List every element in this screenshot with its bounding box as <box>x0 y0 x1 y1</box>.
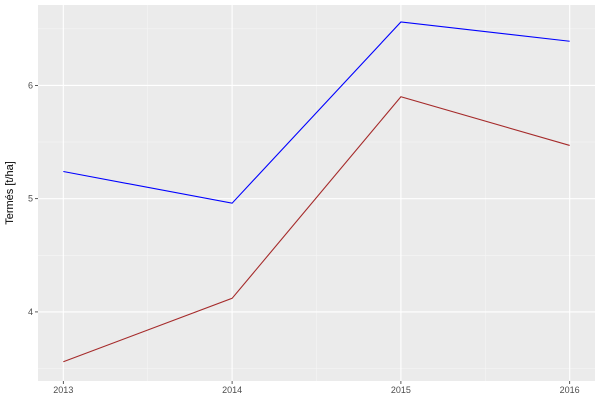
x-tick-label: 2013 <box>53 385 73 395</box>
series-line-2 <box>63 96 570 363</box>
y-axis: 4 5 6 <box>28 80 38 317</box>
major-gridlines <box>38 5 595 381</box>
series-lines <box>63 21 570 363</box>
series-line-1 <box>63 21 570 204</box>
x-tick-label: 2015 <box>391 385 411 395</box>
y-axis-label: Termés [t/ha] <box>4 161 16 225</box>
y-tick-label: 5 <box>28 194 33 204</box>
minor-gridlines <box>38 5 595 381</box>
x-tick-label: 2016 <box>560 385 580 395</box>
x-axis: 2013 2014 2015 2016 <box>53 381 580 395</box>
y-tick-label: 4 <box>28 307 33 317</box>
y-tick-label: 6 <box>28 80 33 90</box>
x-tick-label: 2014 <box>222 385 242 395</box>
